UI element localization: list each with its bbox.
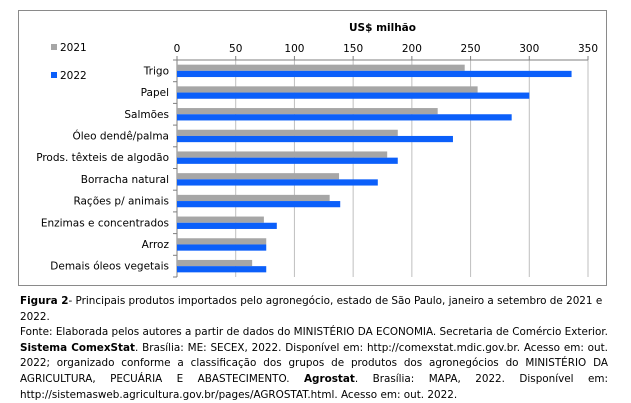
source-note: Fonte: Elaborada pelos autores a partir … [20, 325, 608, 403]
tick-label: 250 [461, 43, 481, 55]
bar-2022 [177, 266, 267, 273]
bar-2021 [177, 64, 465, 71]
bar-2021 [177, 238, 267, 245]
bar-2021 [177, 108, 438, 115]
bar-2022 [177, 201, 341, 208]
tick-label: 100 [284, 43, 304, 55]
source-text-2: . Brasília: ME: SECEX, 2022. Disponível … [20, 341, 608, 385]
bar-2022 [177, 70, 572, 78]
figure-caption: Figura 2- Principais produtos importados… [20, 294, 608, 403]
bar-2021 [177, 86, 478, 93]
category-label: Óleo dendê/palma [72, 129, 169, 142]
legend-label-2022: 2022 [60, 70, 87, 82]
category-label: Salmões [124, 109, 169, 121]
bar-2021 [177, 259, 253, 267]
bar-2021 [177, 194, 330, 202]
category-label: Borracha natural [81, 174, 169, 186]
chart-title: US$ milhão [349, 22, 416, 34]
source-text-3: . Brasília: MAPA, 2022. Disponível em: h… [20, 372, 608, 401]
tick-label: 200 [402, 43, 422, 55]
legend-label-2021: 2021 [60, 42, 87, 54]
tick-label: 50 [229, 43, 242, 55]
bar-chart: US$ milhão 0 50 100 150 200 250 300 350 Trigo Pape… [36, 22, 598, 278]
source-text-1: Fonte: Elaborada pelos autores a partir … [20, 326, 608, 339]
bar-2022 [177, 244, 267, 251]
bar-2022 [177, 135, 453, 143]
category-label: Prods. têxteis de algodão [36, 152, 169, 164]
category-label: Rações p/ animais [73, 196, 169, 208]
bar-2022 [177, 157, 398, 164]
bar-2022 [177, 222, 277, 229]
tick-label: 150 [343, 43, 363, 55]
bar-2021 [177, 129, 398, 136]
source-bold-1: Sistema ComexStat [20, 341, 135, 354]
category-label: Trigo [143, 65, 169, 77]
tick-label: 300 [519, 43, 539, 55]
figure-text: - Principais produtos importados pelo ag… [20, 295, 603, 323]
category-label: Arroz [142, 239, 170, 251]
tick-label: 0 [174, 43, 181, 55]
figure-title: Figura 2- Principais produtos importados… [20, 294, 608, 325]
figure-label: Figura 2 [20, 295, 69, 307]
bar-2022 [177, 114, 512, 121]
bar-2022 [177, 92, 530, 99]
legend-swatch-2022 [51, 72, 57, 78]
category-label: Papel [141, 87, 169, 99]
chart-frame: US$ milhão 0 50 100 150 200 250 300 350 Trigo Pape… [18, 10, 607, 286]
category-label: Demais óleos vegetais [50, 261, 169, 273]
bar-2022 [177, 179, 378, 186]
legend-swatch-2021 [51, 44, 57, 50]
bar-2021 [177, 216, 264, 223]
tick-label: 350 [578, 43, 598, 55]
category-label: Enzimas e concentrados [41, 217, 169, 229]
bar-2021 [177, 173, 340, 180]
bar-2021 [177, 151, 388, 158]
source-bold-2: Agrostat [303, 372, 355, 385]
